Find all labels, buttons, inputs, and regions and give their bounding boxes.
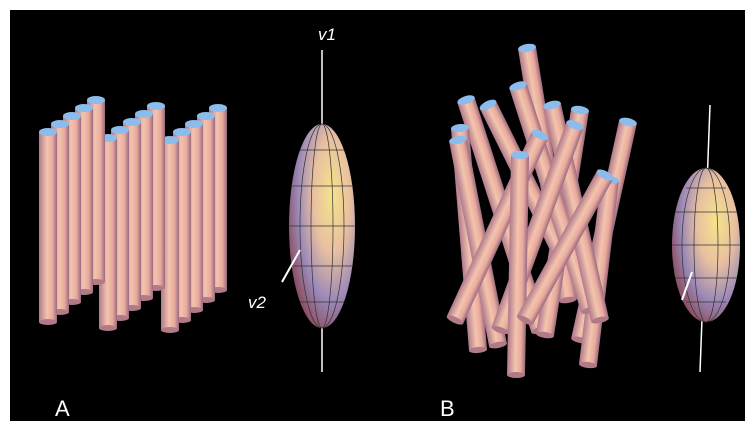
cylinder-cap	[518, 43, 536, 53]
cylinder-cap	[87, 96, 105, 104]
cylinder-cap	[51, 120, 69, 128]
cylinder	[161, 136, 179, 333]
cylinder-bottom	[161, 327, 179, 333]
cylinder-cap	[619, 117, 637, 127]
cylinder-bottom	[579, 361, 597, 369]
cylinder-bottom	[591, 316, 609, 324]
cylinder-cap	[123, 118, 141, 126]
cylinder-cap	[39, 128, 57, 136]
panel-label: A	[55, 396, 70, 421]
cylinder-cap	[161, 136, 179, 144]
ellipsoid-mesh	[672, 167, 740, 323]
cylinder-body	[449, 138, 507, 347]
cylinder	[449, 135, 507, 349]
v2-line	[281, 249, 301, 283]
cylinder-cap	[511, 150, 529, 160]
cylinder-bottom	[536, 331, 554, 339]
v2-line	[681, 271, 693, 301]
cylinder-cap	[531, 129, 549, 141]
cylinder-bottom	[491, 325, 509, 335]
cylinder	[516, 169, 614, 326]
cylinder-bottom	[507, 371, 525, 379]
cylinder-cap	[457, 95, 475, 105]
cylinder-cap	[571, 105, 589, 115]
cylinder-bottom	[516, 314, 534, 326]
v2-label: v2	[248, 293, 267, 312]
cylinder	[39, 128, 57, 325]
cylinder-bottom	[489, 341, 507, 349]
cylinder-body	[39, 132, 57, 322]
cylinder-cap	[543, 100, 561, 110]
cylinder-cap	[135, 110, 153, 118]
cylinder-cap	[451, 123, 469, 133]
cylinder-bottom	[446, 315, 464, 325]
cylinders	[39, 43, 637, 379]
v1-label: v1	[318, 25, 336, 44]
ellipsoid-mesh	[289, 123, 355, 329]
cylinder-cap	[197, 112, 215, 120]
cylinder-body	[579, 178, 619, 367]
cylinder-cap	[596, 169, 614, 181]
cylinder-cap	[111, 126, 129, 134]
panel-label: B	[440, 396, 455, 421]
cylinder-bottom	[39, 319, 57, 325]
cylinder-cap	[147, 102, 165, 110]
cylinder-cap	[209, 104, 227, 112]
cylinder-cap	[173, 128, 191, 136]
cylinder-cap	[75, 104, 93, 112]
cylinder-cap	[509, 81, 527, 91]
cylinder-cap	[185, 120, 203, 128]
cylinder-cap	[449, 135, 467, 145]
cylinder-cap	[566, 120, 584, 130]
cylinder-body	[517, 170, 613, 325]
cylinder-bottom	[559, 296, 577, 304]
cylinder-cap	[63, 112, 81, 120]
cylinder-bottom	[469, 346, 487, 354]
cylinder-cap	[479, 99, 497, 111]
cylinder-body	[161, 140, 179, 330]
cylinder-bottom	[99, 325, 117, 331]
